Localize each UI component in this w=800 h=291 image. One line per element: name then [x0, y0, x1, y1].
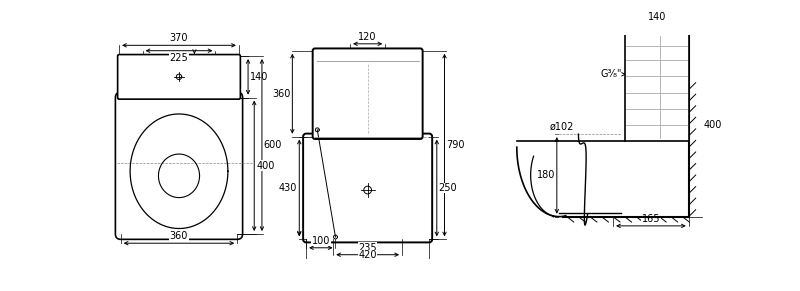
Text: 140: 140: [250, 72, 268, 82]
Text: 400: 400: [256, 161, 274, 171]
FancyBboxPatch shape: [303, 134, 432, 242]
FancyBboxPatch shape: [313, 48, 422, 139]
Text: 165: 165: [642, 214, 660, 224]
Text: 420: 420: [358, 251, 377, 260]
Text: 600: 600: [264, 140, 282, 150]
Text: 400: 400: [704, 120, 722, 130]
Text: 235: 235: [358, 243, 377, 253]
FancyBboxPatch shape: [115, 92, 242, 239]
Text: 250: 250: [438, 183, 458, 193]
Text: 140: 140: [647, 12, 666, 22]
Text: 370: 370: [170, 33, 188, 43]
Text: 790: 790: [446, 140, 465, 150]
Text: 120: 120: [358, 32, 377, 42]
Text: 360: 360: [170, 231, 188, 241]
Text: 360: 360: [272, 89, 290, 99]
Text: 180: 180: [537, 171, 555, 180]
Text: G³⁄₈": G³⁄₈": [600, 69, 622, 79]
Text: 225: 225: [170, 53, 188, 63]
Text: ø102: ø102: [550, 122, 574, 132]
FancyBboxPatch shape: [118, 54, 240, 99]
Text: 430: 430: [279, 183, 298, 193]
Bar: [625, 33, 689, 141]
Text: 100: 100: [312, 236, 330, 246]
